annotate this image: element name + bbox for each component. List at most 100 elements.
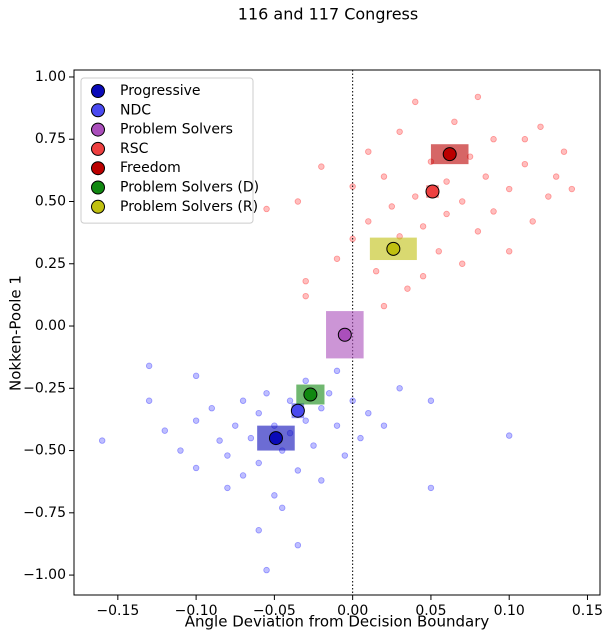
member-point — [506, 432, 513, 439]
y-tick-label: −1.00 — [23, 567, 66, 583]
caucus-point — [268, 431, 283, 446]
member-point — [490, 208, 497, 215]
member-point — [263, 390, 270, 397]
legend-marker — [91, 141, 105, 156]
member-point — [552, 173, 560, 180]
member-point — [255, 459, 262, 467]
member-point — [216, 437, 223, 444]
member-point — [396, 128, 403, 135]
member-point — [224, 484, 231, 492]
legend-label: Freedom — [120, 160, 181, 176]
y-axis-label: Nokken-Poole 1 — [7, 275, 25, 391]
member-point — [357, 434, 364, 442]
member-point — [263, 205, 270, 213]
member-point — [365, 148, 372, 155]
member-point — [208, 405, 215, 412]
member-point — [239, 397, 247, 404]
member-point — [365, 218, 372, 225]
member-point — [474, 228, 482, 235]
member-point — [506, 185, 513, 193]
member-point — [490, 136, 497, 143]
legend-label: Progressive — [120, 83, 201, 99]
member-point — [224, 452, 231, 459]
member-point — [271, 492, 278, 499]
member-point — [427, 397, 435, 404]
member-point — [560, 148, 568, 155]
caucus-point — [290, 403, 305, 418]
legend-label: RSC — [120, 141, 149, 157]
member-point — [380, 302, 388, 310]
member-point — [192, 417, 200, 424]
member-point — [145, 362, 153, 370]
member-point — [161, 427, 168, 434]
member-point — [318, 163, 325, 170]
x-tick-label: 0.00 — [337, 603, 368, 619]
member-point — [192, 464, 200, 472]
member-point — [294, 541, 302, 549]
member-point — [482, 173, 489, 180]
member-point — [474, 93, 482, 101]
member-point — [443, 178, 450, 185]
y-tick-label: −0.50 — [23, 443, 66, 459]
member-point — [294, 198, 302, 205]
member-point — [388, 203, 395, 210]
legend-label: Problem Solvers — [120, 122, 233, 138]
member-point — [341, 452, 349, 459]
x-tick-label: −0.05 — [253, 603, 296, 619]
caucus-point — [386, 241, 401, 256]
member-point — [232, 422, 239, 429]
member-point — [396, 385, 403, 392]
x-tick-label: 0.10 — [494, 603, 525, 619]
member-point — [380, 173, 388, 180]
member-point — [279, 504, 286, 512]
caucus-point — [425, 184, 440, 199]
member-point — [302, 292, 309, 300]
y-tick-label: 0.75 — [35, 131, 66, 147]
member-point — [333, 422, 341, 429]
member-point — [302, 277, 309, 285]
legend-marker — [91, 180, 105, 195]
y-tick-label: 0.50 — [35, 193, 66, 209]
member-point — [459, 260, 466, 267]
member-point — [521, 160, 529, 168]
caucus-point — [303, 387, 318, 402]
member-point — [263, 566, 270, 574]
y-tick-label: −0.75 — [23, 505, 66, 521]
member-point — [302, 377, 309, 385]
member-point — [506, 248, 513, 255]
chart-title: 116 and 117 Congress — [238, 5, 418, 24]
member-point — [255, 527, 262, 534]
x-axis-label: Angle Deviation from Decision Boundary — [185, 613, 490, 631]
member-point — [145, 397, 153, 404]
member-point — [318, 477, 325, 484]
member-point — [537, 123, 544, 130]
member-point — [333, 255, 341, 262]
legend-marker — [91, 103, 105, 118]
member-point — [412, 98, 419, 106]
x-tick-label: −0.10 — [175, 603, 218, 619]
member-point — [419, 273, 427, 280]
member-point — [404, 285, 411, 292]
member-point — [435, 248, 442, 255]
member-point — [451, 118, 458, 126]
member-point — [325, 390, 333, 397]
member-point — [318, 405, 325, 412]
member-point — [443, 210, 450, 218]
x-tick-label: −0.15 — [96, 603, 139, 619]
legend-marker — [91, 122, 105, 137]
legend-label: Problem Solvers (D) — [120, 180, 259, 196]
y-tick-label: −0.25 — [23, 380, 66, 396]
x-tick-label: 0.15 — [572, 603, 603, 619]
member-point — [192, 372, 200, 380]
legend-label: Problem Solvers (R) — [120, 199, 258, 215]
y-tick-label: 1.00 — [35, 69, 66, 85]
member-point — [98, 437, 106, 444]
legend-label: NDC — [120, 102, 151, 118]
member-point — [372, 268, 380, 275]
member-point — [286, 397, 294, 404]
caucus-point — [442, 147, 457, 162]
member-point — [177, 447, 184, 454]
legend-marker — [91, 84, 105, 98]
member-point — [529, 218, 536, 225]
